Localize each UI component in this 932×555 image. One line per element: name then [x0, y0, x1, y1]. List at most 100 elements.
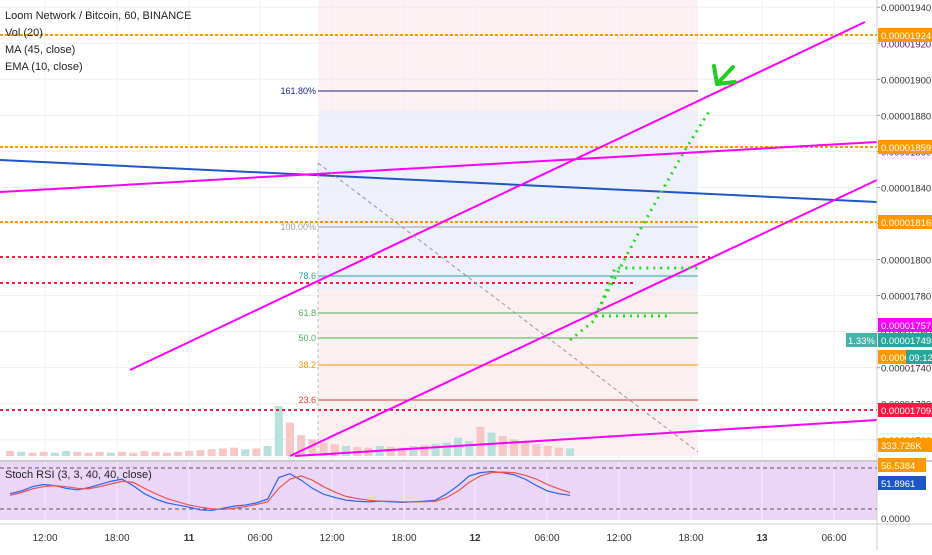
volume-bar	[17, 451, 26, 456]
price-tag	[878, 140, 932, 154]
channel-top	[129, 21, 866, 371]
legend-ema[interactable]: EMA (10, close)	[5, 61, 83, 73]
price-tag-label: 0.00001749	[881, 336, 931, 347]
volume-bar	[28, 452, 37, 456]
y-tick-label: 0.00001840	[881, 183, 931, 194]
volume-bar	[95, 451, 104, 456]
y-tick-label: 0.00001740	[881, 364, 931, 375]
rsi-tag-label: 56.5384	[881, 461, 915, 472]
rsi-tag	[878, 458, 926, 472]
volume-bar	[532, 444, 541, 456]
y-tick-label: 0.00001940	[881, 3, 931, 14]
fib-level-label: 38.2	[298, 360, 316, 370]
price-tag-label: 09:12	[909, 353, 932, 364]
fib-level-label: 100.00%	[280, 222, 316, 232]
price-tag	[878, 28, 932, 42]
volume-bar	[129, 452, 138, 456]
y-tick-label: 0.00001800	[881, 256, 931, 267]
price-tag-label: 0.00001709	[881, 406, 931, 417]
x-tick-label: 13	[756, 533, 768, 544]
chart-title[interactable]: Loom Network / Bitcoin, 60, BINANCE	[5, 10, 192, 22]
price-tag	[878, 333, 932, 347]
x-tick-label: 11	[184, 533, 195, 544]
volume-bar	[62, 451, 70, 456]
volume-bar	[252, 448, 261, 456]
volume-bar	[207, 449, 216, 456]
stoch-k-line	[9, 470, 571, 512]
price-tag-label: 0.00001816	[881, 218, 931, 229]
volume-bar	[39, 451, 48, 456]
fib-level-label: 50.0	[298, 333, 316, 343]
volume-bar	[431, 444, 440, 456]
volume-bar	[118, 451, 126, 456]
volume-bar	[106, 452, 115, 456]
x-tick-label: 18:00	[104, 533, 129, 544]
volume-bar	[521, 441, 530, 456]
x-tick-label: 12	[469, 533, 481, 544]
change-tag	[846, 333, 877, 347]
legend-ma[interactable]: MA (45, close)	[5, 44, 76, 56]
green-arrow	[712, 64, 737, 86]
volume-bar	[465, 441, 474, 456]
trendline-pink-upper	[0, 141, 878, 193]
rsi-y-tick-label: 0.0000	[881, 514, 910, 525]
channel-bottom	[289, 179, 878, 457]
volume-bar	[319, 442, 328, 456]
volume-bar	[543, 446, 552, 456]
change-tag-label: 1.33%	[848, 336, 875, 347]
volume-bar	[218, 448, 227, 456]
fib-level-label: 61.8	[298, 308, 316, 318]
volume-bar	[420, 445, 429, 456]
volume-bar	[140, 451, 149, 456]
price-tag	[878, 318, 932, 332]
price-tag	[878, 403, 932, 417]
fib-level-label: 78.6	[298, 271, 316, 281]
volume-bar	[308, 439, 317, 456]
price-tag-label: 333.726K	[881, 441, 922, 452]
price-tag	[878, 438, 932, 452]
volume-bar	[386, 446, 395, 456]
volume-bar	[274, 406, 283, 456]
legend-stoch-rsi[interactable]: Stoch RSI (3, 3, 40, 40, close)	[5, 469, 152, 481]
volume-bar	[73, 451, 82, 456]
price-tag-label: 0.00001859	[881, 143, 931, 154]
volume-bar	[263, 446, 272, 456]
x-tick-label: 12:00	[32, 533, 57, 544]
volume-bar	[297, 435, 306, 456]
fib-zone-lower	[318, 290, 698, 456]
rsi-band	[0, 462, 877, 520]
y-tick-label: 0.00001900	[881, 75, 931, 86]
volume-bar	[476, 426, 485, 456]
volume-bar	[286, 422, 294, 456]
price-tag	[906, 350, 932, 364]
stoch-d-line	[9, 471, 571, 510]
volume-bar	[241, 449, 250, 456]
chart-legend: Loom Network / Bitcoin, 60, BINANCE Vol …	[5, 8, 191, 76]
legend-volume[interactable]: Vol (20)	[5, 27, 43, 39]
x-tick-label: 12:00	[319, 533, 344, 544]
price-tag-label: 0.00001924	[881, 31, 931, 42]
fib-level-label: 161.80%	[280, 86, 316, 96]
volume-bar	[196, 450, 205, 456]
volume-bar	[151, 451, 160, 456]
trendline-pink-lower	[294, 419, 878, 457]
volume-bar	[398, 447, 406, 456]
x-tick-label: 06:00	[534, 533, 559, 544]
x-tick-label: 06:00	[247, 533, 272, 544]
volume-bar	[174, 451, 182, 456]
volume-bar	[84, 452, 93, 456]
x-tick-label: 18:00	[391, 533, 416, 544]
volume-bar	[554, 447, 563, 456]
volume-bar	[566, 448, 574, 456]
y-tick-label: 0.00001920	[881, 39, 931, 50]
trendline-blue	[0, 159, 878, 203]
fib-zone-top	[318, 0, 698, 110]
volume-bar	[510, 439, 518, 456]
volume-bar	[162, 452, 171, 456]
price-tag-label: 0.0000	[881, 353, 910, 364]
x-tick-label: 12:00	[606, 533, 631, 544]
price-tag-label: 0.00001757	[881, 321, 931, 332]
rsi-tag-label: 51.8961	[881, 479, 915, 490]
volume-bar	[330, 444, 339, 456]
